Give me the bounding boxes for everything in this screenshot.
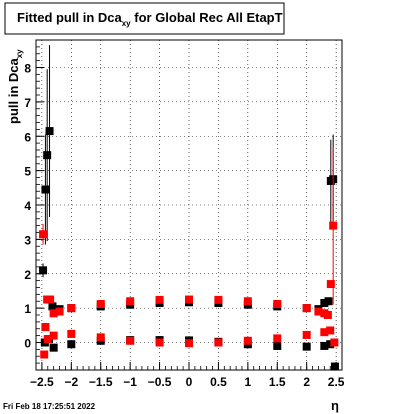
- y-tick-label: 4: [24, 199, 31, 213]
- data-point: [320, 328, 329, 337]
- x-axis-title: η: [331, 398, 339, 413]
- data-point: [155, 295, 164, 304]
- data-point: [326, 340, 335, 349]
- data-point: [302, 342, 311, 351]
- y-tick-label: 7: [24, 96, 31, 110]
- data-point: [155, 338, 164, 347]
- data-point: [320, 341, 329, 350]
- y-tick-label: 8: [24, 62, 31, 76]
- data-point: [39, 230, 48, 239]
- data-point: [67, 329, 76, 338]
- data-point: [49, 309, 58, 318]
- data-point: [41, 185, 50, 194]
- y-tick-label: 6: [24, 130, 31, 144]
- data-point: [330, 338, 339, 347]
- data-point: [243, 297, 252, 306]
- x-tick-label: 0: [186, 375, 193, 389]
- data-point: [185, 339, 193, 348]
- x-tick-label: −2: [64, 375, 78, 389]
- data-point: [55, 307, 64, 316]
- data-point: [330, 362, 339, 371]
- title-frame: [4, 2, 285, 35]
- x-tick-label: 0.5: [210, 375, 227, 389]
- data-point: [323, 311, 332, 319]
- data-points: [39, 45, 339, 371]
- x-tick-label: 1: [245, 375, 252, 389]
- x-tick-label: −1.5: [89, 375, 113, 389]
- data-point: [46, 295, 55, 304]
- data-point: [329, 221, 338, 230]
- y-tick-label: 2: [24, 268, 31, 282]
- y-tick-labels: 0 1 2 3 4 5 6 7 8: [24, 62, 31, 351]
- data-point: [214, 295, 223, 304]
- data-point: [324, 297, 333, 306]
- data-point: [67, 304, 76, 313]
- data-point: [49, 331, 58, 340]
- x-tick-label: 2: [303, 375, 310, 389]
- axis-ticks: [36, 39, 337, 371]
- data-point: [314, 307, 323, 316]
- data-point: [39, 266, 48, 275]
- data-point: [40, 350, 49, 359]
- x-tick-label: −2.5: [30, 375, 54, 389]
- data-point: [273, 334, 282, 343]
- data-point: [43, 335, 52, 344]
- x-tick-label: −1: [123, 375, 137, 389]
- x-tick-labels: −2.5 −2 −1.5 −1 −0.5 0 0.5 1 1.5 2 2.5: [30, 375, 345, 389]
- data-point: [243, 336, 252, 345]
- data-point: [126, 336, 135, 345]
- data-point: [96, 300, 105, 308]
- data-point: [214, 338, 223, 347]
- title-box: Fitted pull in Dcaxy for Global Rec All …: [4, 2, 285, 35]
- data-point: [67, 340, 76, 349]
- y-tick-label: 5: [24, 165, 31, 179]
- data-point: [126, 297, 135, 306]
- x-tick-label: −0.5: [148, 375, 172, 389]
- data-point: [45, 127, 54, 136]
- y-tick-label: 1: [24, 302, 31, 316]
- data-point: [326, 326, 335, 335]
- data-point: [49, 343, 58, 352]
- x-tick-label: 2.5: [328, 375, 345, 389]
- data-point: [302, 304, 311, 313]
- data-point: [43, 151, 52, 160]
- data-point: [320, 298, 329, 307]
- data-point: [273, 300, 282, 308]
- chart-title: Fitted pull in Dcaxy for Global Rec All …: [17, 10, 283, 28]
- data-point: [41, 323, 50, 332]
- y-axis-title: pull in Dcaxy: [6, 49, 24, 124]
- data-point: [273, 341, 282, 350]
- y-tick-label: 3: [24, 233, 31, 247]
- data-point: [185, 295, 193, 304]
- data-point: [96, 333, 105, 342]
- data-point: [326, 280, 335, 289]
- data-point: [302, 330, 311, 339]
- x-tick-label: 1.5: [269, 375, 286, 389]
- footer-timestamp: Fri Feb 18 17:25:51 2022: [3, 402, 96, 411]
- y-tick-label: 0: [24, 337, 31, 351]
